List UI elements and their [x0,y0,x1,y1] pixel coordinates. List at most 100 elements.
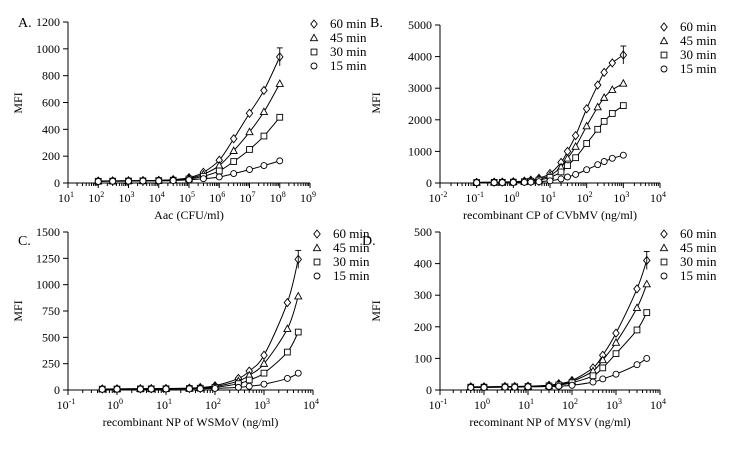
data-point [284,348,291,356]
data-point [619,151,627,159]
x-axis-label: recombinant NP of WSMoV (ng/ml) [103,415,279,429]
legend-label: 15 min [680,61,717,76]
y-tick-label: 750 [42,304,60,318]
data-point [260,162,268,170]
series-15-min [467,354,651,391]
panel-label: A. [18,16,32,31]
legend-label: 15 min [333,268,370,283]
data-point [582,104,591,114]
data-point [139,177,147,185]
data-point [619,78,628,87]
data-point [633,326,641,334]
data-point [147,385,155,393]
series-60-min [466,250,651,392]
legend-label: 30 min [333,254,370,269]
data-point [633,284,641,294]
data-point [594,125,602,133]
x-tick-label: 10-1 [429,397,448,412]
chart-panel-2: B. 0 1000 2000 3000 4000 5000 10-2 10-1 100 101 102… [369,16,717,222]
x-tick-label: 103 [254,397,270,412]
x-tick-label: 103 [613,190,629,205]
legend-marker [660,51,668,59]
data-point [473,179,481,187]
x-tick-label: 100 [474,397,490,412]
data-point [643,354,651,362]
data-point [98,385,106,393]
data-point [276,157,284,165]
data-point [215,167,223,175]
x-tick-label: 108 [270,190,286,205]
data-point [600,67,608,78]
series-line [102,331,299,390]
y-tick-label: 0 [426,176,432,190]
data-point [509,179,517,186]
data-point [535,178,543,186]
data-point [599,364,607,372]
series-line [98,56,281,182]
y-axis-label: MFI [11,92,25,113]
legend-marker [310,62,318,70]
y-tick-label: 600 [42,96,60,110]
data-point [599,375,607,383]
x-tick-label: 104 [650,397,666,412]
legend-marker [660,22,668,32]
data-point [125,177,132,185]
data-point [608,110,616,117]
data-point [527,178,535,186]
x-tick-label: 101 [518,397,534,412]
y-tick-label: 250 [42,357,60,371]
data-point [612,328,620,338]
series-line [470,283,648,388]
data-point [246,146,253,153]
y-tick-label: 4000 [408,50,432,64]
x-tick-label: 101 [156,397,172,412]
legend-marker [313,229,321,239]
data-point [583,166,591,174]
data-point [600,118,608,125]
y-tick-label: 0 [54,383,60,397]
data-point [283,324,292,333]
y-axis-label: MFI [11,300,25,321]
data-point [260,380,268,388]
data-point [245,376,253,384]
chart-panel-1: A. 0 200 400 600 800 1000 1200 101 102 103 104 105 10… [11,15,367,222]
legend-marker [659,36,669,45]
x-tick-label: 105 [179,190,195,205]
y-tick-label: 1250 [36,251,60,265]
chart-panel-3: C. 0 250 500 750 1000 1250 1500 10-1 100 101 102 103… [11,225,370,429]
data-point [583,140,591,147]
x-tick-label: 103 [606,397,622,412]
data-point [283,297,292,308]
data-point [234,383,242,391]
data-point [589,378,597,386]
data-point [490,179,498,187]
data-point [136,385,144,393]
y-tick-label: 500 [414,225,432,239]
x-tick-label: 104 [650,190,666,205]
data-point [546,177,554,185]
data-point [230,170,238,178]
x-axis-label: recominant NP of MYSV (ng/ml) [469,415,630,429]
legend-marker [659,243,669,252]
x-axis-label: Aac (CFU/ml) [154,208,224,222]
data-point [155,177,163,185]
data-point [632,303,642,311]
legend-marker [309,33,319,42]
y-tick-label: 1200 [36,15,60,29]
legend-marker [312,243,322,252]
data-point [260,369,268,377]
y-tick-label: 1000 [408,144,432,158]
data-point [169,177,177,185]
y-tick-label: 100 [414,351,432,365]
data-point [185,176,193,184]
data-point [498,179,506,187]
x-tick-label: 100 [107,397,123,412]
data-point [260,132,268,140]
data-point [520,178,528,186]
data-point [283,374,291,382]
y-tick-label: 5000 [408,18,432,32]
data-point [572,154,579,162]
